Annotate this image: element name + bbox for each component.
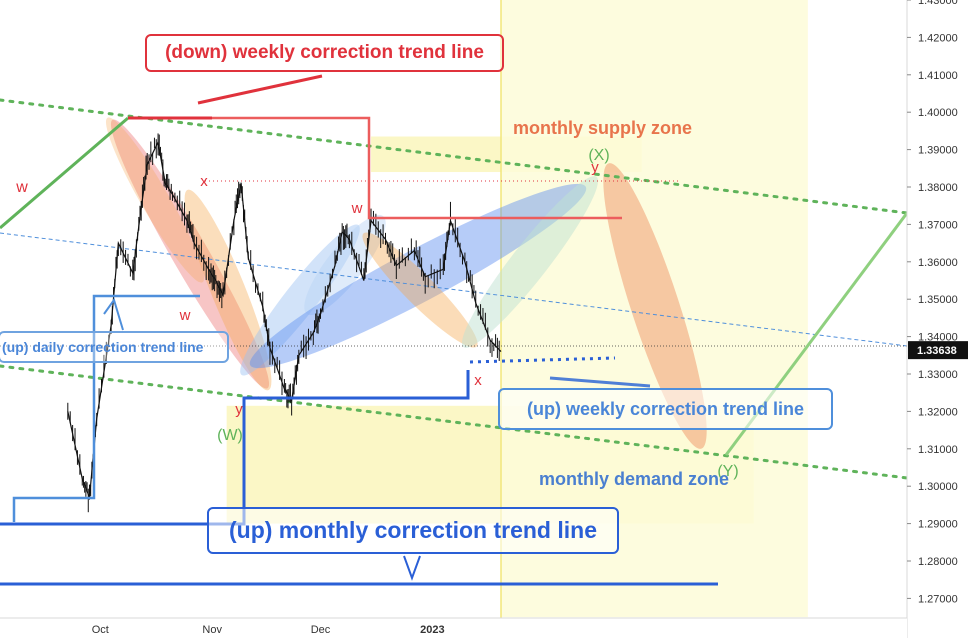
- wave-label: y: [591, 159, 599, 176]
- price-tick-label: 1.38000: [918, 182, 958, 194]
- up-daily-trend-callout: (up) daily correction trend line: [0, 331, 229, 363]
- price-tick-label: 1.27000: [918, 593, 958, 605]
- wave-label: y: [235, 401, 243, 418]
- up-daily-step: [12, 294, 200, 522]
- time-axis-bg: [0, 618, 907, 638]
- demand-zone-label: monthly demand zone: [539, 469, 730, 489]
- price-tick-label: 1.36000: [918, 257, 958, 269]
- up-weekly-dotted: [469, 356, 616, 364]
- time-tick-label: Nov: [202, 624, 222, 636]
- price-axis: 1.43000 1.42000 1.41000 1.40000 1.39000 1.380…: [906, 0, 968, 638]
- supply-zone-label: monthly supply zone: [513, 118, 693, 138]
- price-tick-label: 1.29000: [918, 519, 958, 531]
- wave-label: x: [200, 173, 208, 190]
- wave-label: (X): [588, 147, 609, 164]
- current-price-label: 1.33638: [917, 345, 957, 357]
- price-axis-bg: [907, 0, 968, 638]
- wave-label: w: [351, 200, 363, 217]
- wave-ellipse-lightblue-1: [240, 224, 360, 376]
- wave-ellipse-orange-1: [184, 189, 272, 391]
- price-tick-label: 1.40000: [918, 107, 958, 119]
- wave-label: w: [179, 307, 191, 324]
- price-tick-label: 1.31000: [918, 444, 958, 456]
- wave-label: x: [474, 372, 482, 389]
- price-tick-label: 1.39000: [918, 145, 958, 157]
- price-tick-label: 1.30000: [918, 481, 958, 493]
- price-tick-label: 1.43000: [918, 0, 958, 7]
- up-monthly-trend-callout: (up) monthly correction trend line: [207, 507, 619, 554]
- price-tick-label: 1.41000: [918, 70, 958, 82]
- price-tick-label: 1.37000: [918, 219, 958, 231]
- wave-ellipse-projection: [603, 163, 707, 449]
- down-weekly-trend-callout: (down) weekly correction trend line: [145, 34, 504, 72]
- wave-label: (Y): [717, 463, 738, 480]
- down-callout-pointer: [197, 74, 323, 105]
- price-tick-label: 1.33000: [918, 369, 958, 381]
- up-weekly-pointer: [549, 376, 651, 388]
- up-monthly-step: [0, 370, 470, 526]
- time-tick-label: Dec: [311, 624, 331, 636]
- price-line: [67, 140, 502, 498]
- price-tick-label: 1.28000: [918, 556, 958, 568]
- up-daily-pointer: [103, 297, 124, 331]
- time-axis: Oct Nov Dec 2023: [0, 617, 907, 638]
- price-tick-label: 1.34000: [918, 332, 958, 344]
- wave-ellipse-orange-0: [105, 117, 205, 283]
- wave-ellipse-blue: [249, 183, 587, 369]
- down-trend-step: [212, 116, 622, 220]
- current-price-badge: [908, 341, 968, 360]
- green-wave-w: [0, 116, 129, 230]
- blue-dashed-channel: [0, 232, 908, 347]
- time-tick-label: Oct: [92, 624, 109, 636]
- up-weekly-trend-callout: (up) weekly correction trend line: [498, 388, 833, 430]
- wave-label: (W): [217, 427, 243, 444]
- price-tick-label: 1.35000: [918, 294, 958, 306]
- price-tick-label: 1.32000: [918, 406, 958, 418]
- monthly-callout-pointer: [403, 555, 421, 581]
- green-dotted-lower: [0, 364, 909, 480]
- wave-label: w: [15, 179, 28, 196]
- wave-ellipse-red: [110, 119, 270, 389]
- time-tick-label: 2023: [420, 624, 444, 636]
- wave-ellipse-lightblue-2: [304, 214, 386, 316]
- price-tick-label: 1.42000: [918, 32, 958, 44]
